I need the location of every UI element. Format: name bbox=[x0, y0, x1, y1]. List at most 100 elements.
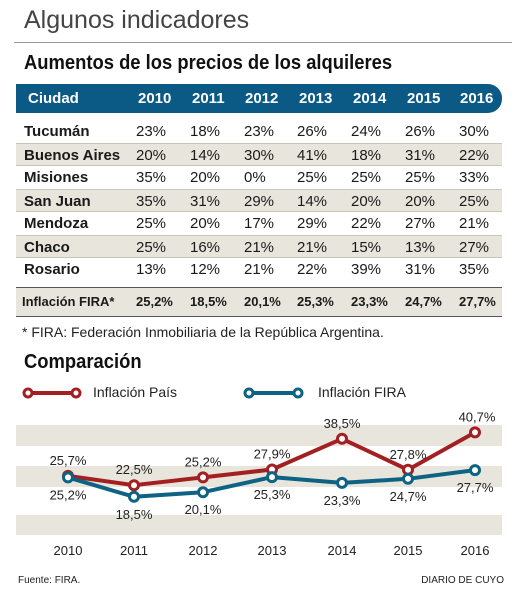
data-label-pais: 27,8% bbox=[390, 447, 427, 462]
data-point-fira bbox=[402, 472, 414, 485]
data-point-fira bbox=[336, 476, 348, 489]
table-cell: 18% bbox=[351, 147, 382, 164]
table-cell: 41% bbox=[297, 147, 328, 164]
table-cell: 23% bbox=[136, 123, 167, 140]
inflation-value: 23,3% bbox=[351, 294, 388, 309]
x-tick-label: 2015 bbox=[394, 543, 423, 558]
city-name: Buenos Aires bbox=[24, 147, 121, 164]
table-cell: 20% bbox=[351, 193, 382, 210]
table-cell: 29% bbox=[244, 193, 275, 210]
x-tick-label: 2011 bbox=[120, 543, 148, 558]
table-cell: 29% bbox=[297, 215, 328, 232]
brand: DIARIO DE CUYO bbox=[421, 575, 504, 586]
legend-marker-pais bbox=[22, 387, 34, 399]
grid-band bbox=[16, 425, 502, 446]
table-cell: 31% bbox=[405, 147, 436, 164]
data-point-pais bbox=[469, 426, 481, 439]
table-cell: 14% bbox=[297, 193, 328, 210]
data-point-fira bbox=[62, 471, 74, 484]
table-row: Tucumán 23% 18% 23% 26% 24% 26% 30% bbox=[16, 120, 502, 143]
table-cell: 33% bbox=[459, 169, 490, 186]
data-point-fira bbox=[128, 490, 140, 503]
data-point-pais bbox=[336, 432, 348, 445]
page-title: Algunos indicadores bbox=[24, 6, 250, 34]
city-name: Rosario bbox=[24, 261, 80, 278]
city-name: Mendoza bbox=[24, 215, 89, 232]
city-name: Chaco bbox=[24, 239, 70, 256]
data-label-pais: 25,7% bbox=[50, 453, 87, 468]
x-tick-label: 2013 bbox=[258, 543, 287, 558]
table-row: Misiones 35% 20% 0% 25% 25% 25% 33% bbox=[16, 166, 502, 189]
table-row: Mendoza 25% 20% 17% 29% 22% 27% 21% bbox=[16, 212, 502, 235]
table-cell: 15% bbox=[351, 239, 382, 256]
section-title: Aumentos de los precios de los alquilere… bbox=[24, 52, 393, 74]
data-label-fira: 27,7% bbox=[457, 480, 494, 495]
table-cell: 22% bbox=[297, 261, 328, 278]
inflation-value: 18,5% bbox=[190, 294, 227, 309]
table-row: Buenos Aires 20% 14% 30% 41% 18% 31% 22% bbox=[16, 143, 502, 166]
city-name: San Juan bbox=[24, 193, 91, 210]
table-cell: 35% bbox=[459, 261, 490, 278]
table-cell: 23% bbox=[244, 123, 275, 140]
table-cell: 18% bbox=[190, 123, 221, 140]
header-year: 2012 bbox=[245, 90, 279, 107]
table-cell: 25% bbox=[405, 169, 436, 186]
table-cell: 20% bbox=[190, 215, 221, 232]
table-cell: 22% bbox=[459, 147, 490, 164]
table-cell: 25% bbox=[297, 169, 328, 186]
table-cell: 27% bbox=[459, 239, 490, 256]
table-cell: 25% bbox=[351, 169, 382, 186]
table-cell: 14% bbox=[190, 147, 221, 164]
data-label-fira: 20,1% bbox=[185, 502, 222, 517]
legend-label-fira: Inflación FIRA bbox=[318, 384, 406, 400]
data-point-fira bbox=[469, 464, 481, 477]
table-cell: 35% bbox=[136, 193, 167, 210]
data-label-pais: 27,9% bbox=[254, 447, 291, 462]
table-cell: 31% bbox=[190, 193, 221, 210]
table-cell: 26% bbox=[297, 123, 328, 140]
header-year: 2014 bbox=[353, 90, 387, 107]
header-year: 2011 bbox=[192, 90, 225, 107]
table-cell: 35% bbox=[136, 169, 167, 186]
table-cell: 22% bbox=[351, 215, 382, 232]
table-row: San Juan 35% 31% 29% 14% 20% 20% 25% bbox=[16, 189, 502, 212]
table-cell: 24% bbox=[351, 123, 382, 140]
data-label-pais: 40,7% bbox=[459, 409, 496, 424]
data-label-fira: 23,3% bbox=[324, 493, 361, 508]
title-divider bbox=[14, 42, 512, 43]
header-year: 2015 bbox=[407, 90, 441, 107]
data-point-pais bbox=[197, 471, 209, 484]
table-header: Ciudad 2010 2011 2012 2013 2014 2015 201… bbox=[16, 84, 502, 113]
legend-marker-fira bbox=[243, 387, 255, 399]
table-cell: 21% bbox=[459, 215, 490, 232]
header-year: 2010 bbox=[138, 90, 172, 107]
table-cell: 25% bbox=[136, 239, 167, 256]
table-cell: 20% bbox=[136, 147, 167, 164]
inflation-value: 20,1% bbox=[244, 294, 281, 309]
data-label-fira: 18,5% bbox=[116, 507, 153, 522]
header-city: Ciudad bbox=[28, 90, 79, 107]
grid-band bbox=[16, 515, 502, 535]
inflation-fira-row: Inflación FIRA* 25,2% 18,5% 20,1% 25,3% … bbox=[16, 287, 502, 317]
data-point-pais bbox=[128, 479, 140, 492]
x-tick-label: 2016 bbox=[461, 543, 490, 558]
x-tick-label: 2012 bbox=[189, 543, 218, 558]
header-year: 2013 bbox=[299, 90, 333, 107]
city-name: Tucumán bbox=[24, 123, 90, 140]
table-cell: 0% bbox=[244, 169, 266, 186]
x-tick-label: 2010 bbox=[54, 543, 83, 558]
table-cell: 25% bbox=[459, 193, 490, 210]
inflation-value: 25,2% bbox=[136, 294, 173, 309]
data-point-fira bbox=[197, 486, 209, 499]
data-label-fira: 24,7% bbox=[390, 489, 427, 504]
data-point-fira bbox=[266, 471, 278, 484]
table-cell: 13% bbox=[405, 239, 436, 256]
table-cell: 21% bbox=[297, 239, 328, 256]
source-note: Fuente: FIRA. bbox=[18, 575, 81, 586]
table-cell: 20% bbox=[405, 193, 436, 210]
table-cell: 26% bbox=[405, 123, 436, 140]
legend-marker-pais bbox=[70, 387, 82, 399]
data-label-pais: 22,5% bbox=[116, 462, 153, 477]
inflation-value: 24,7% bbox=[405, 294, 442, 309]
